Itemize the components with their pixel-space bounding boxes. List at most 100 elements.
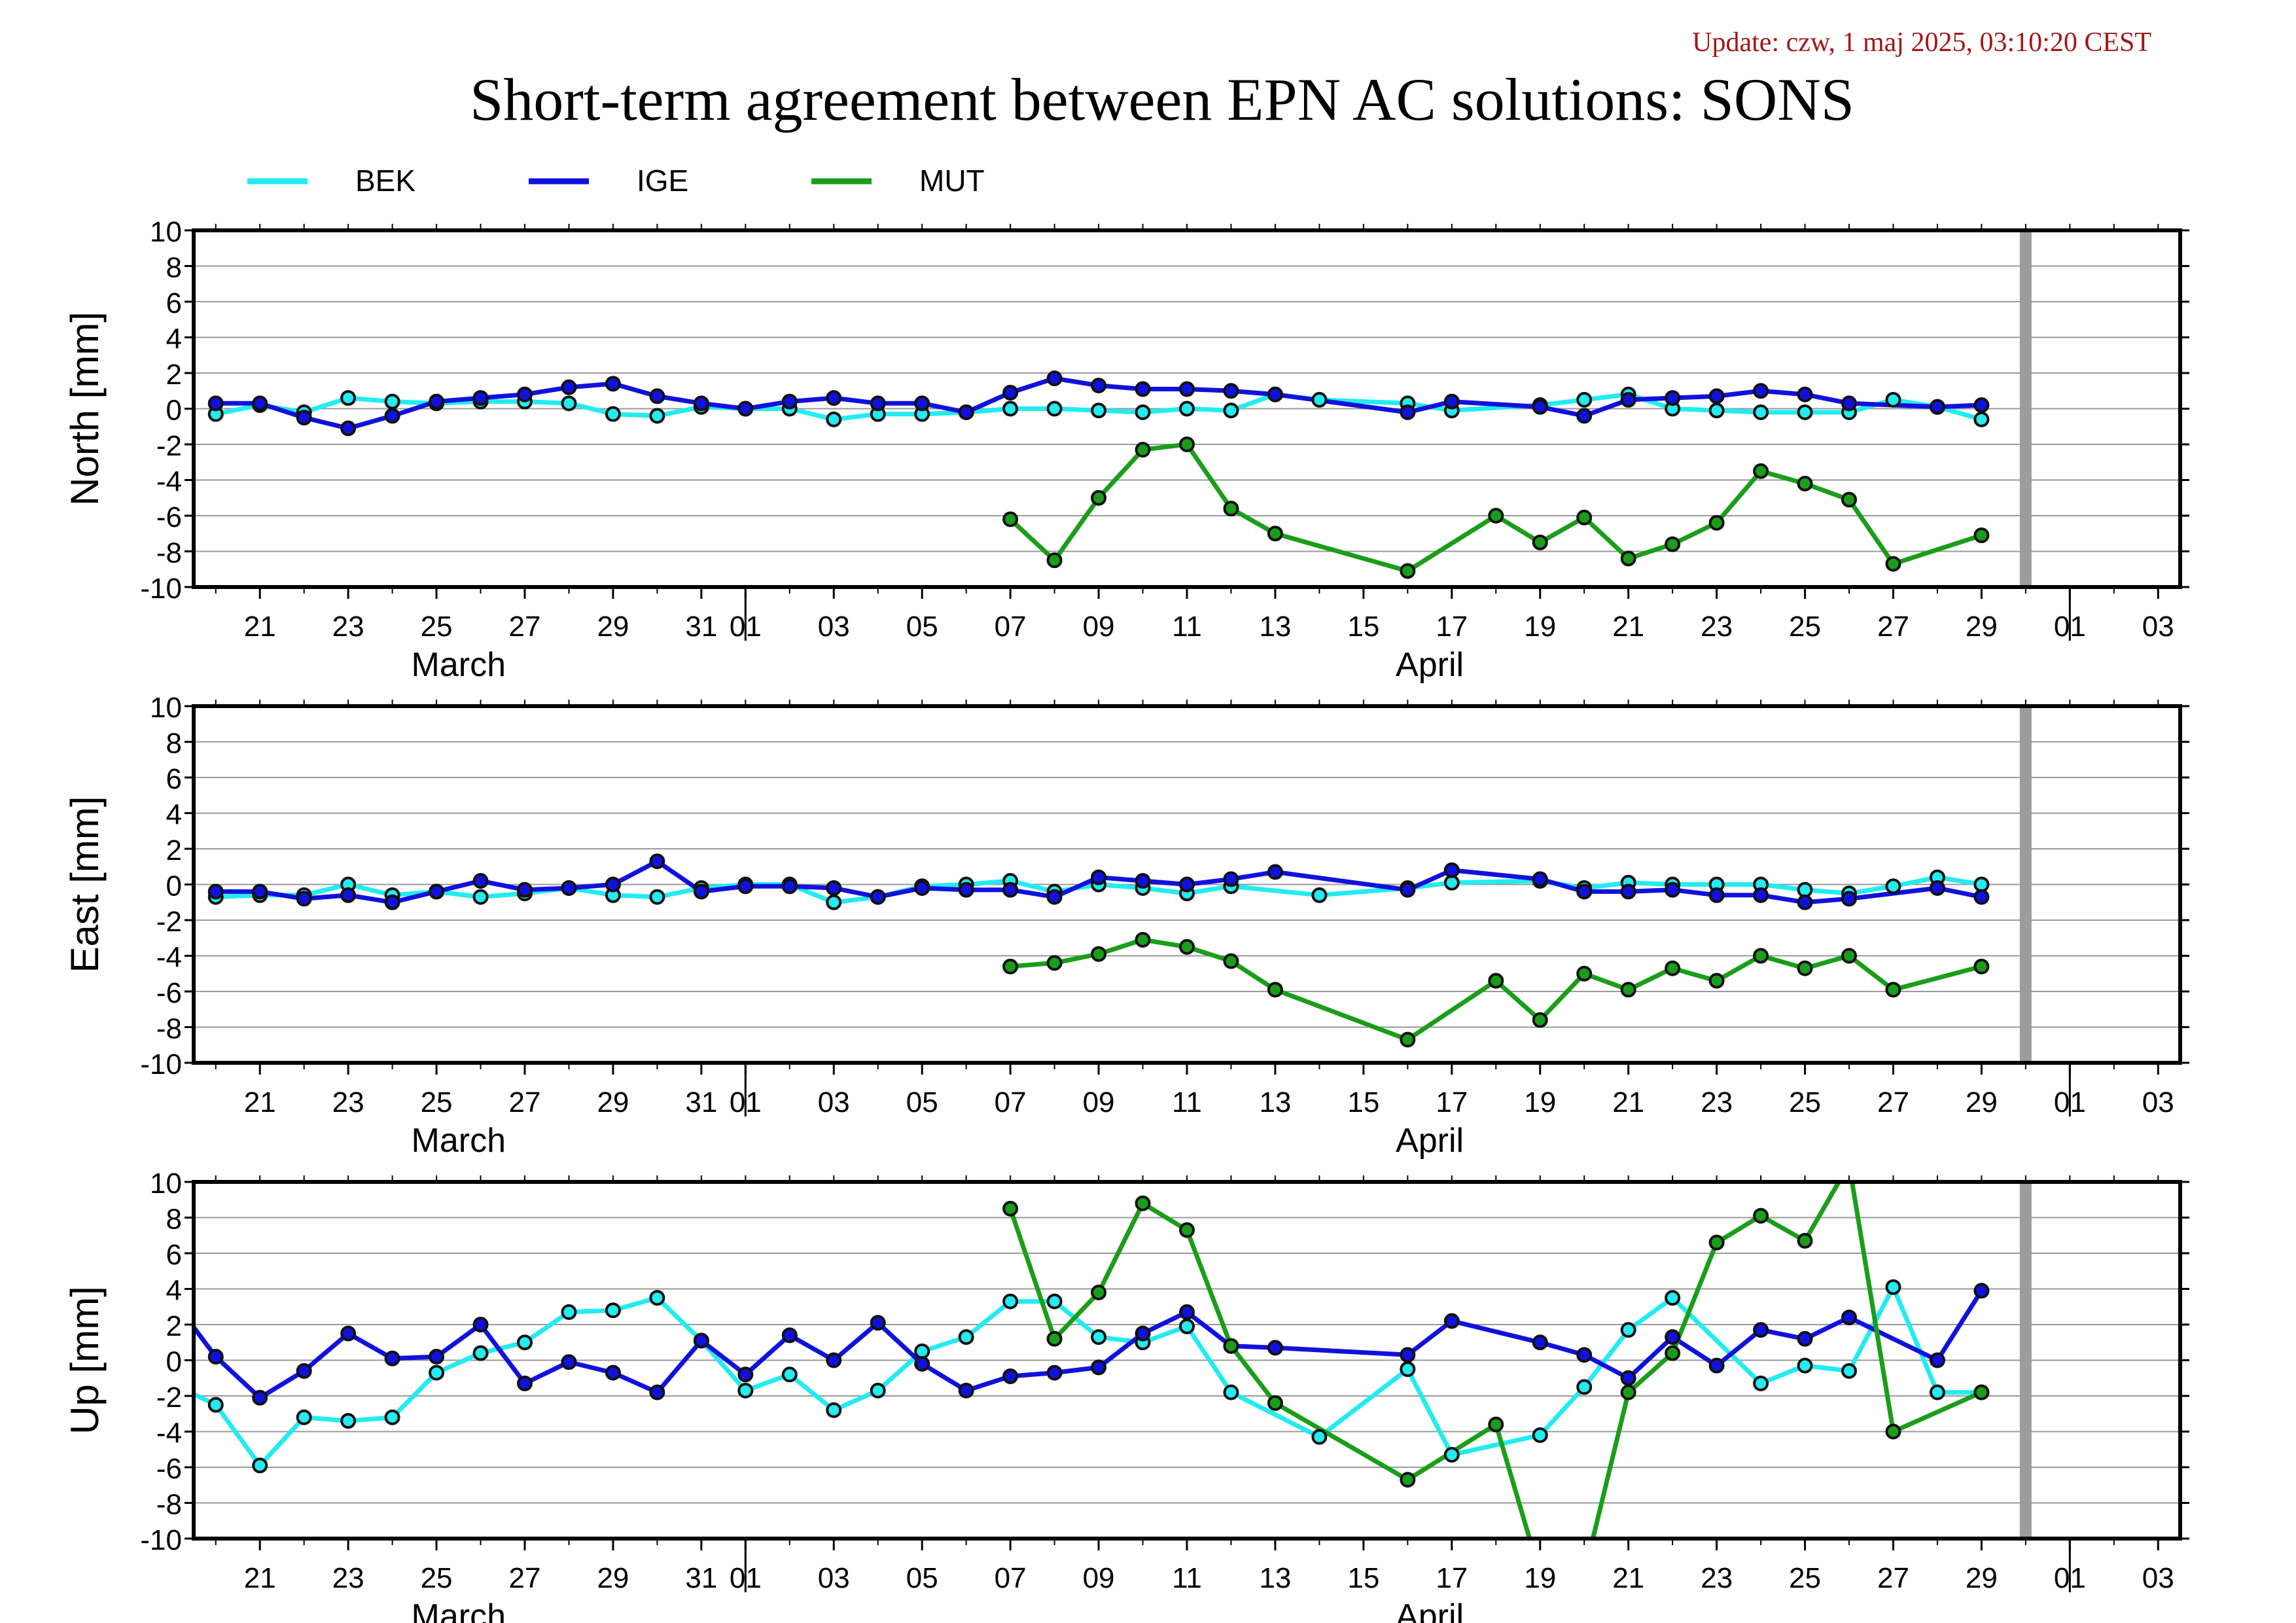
ytick-label: 2	[166, 1310, 182, 1342]
xtick-label: 03	[2142, 1086, 2174, 1118]
point-mut	[1576, 965, 1593, 982]
point-mut	[1753, 463, 1769, 479]
point-mut	[1223, 953, 1239, 969]
point-ige	[1797, 386, 1813, 402]
point-ige	[472, 1317, 489, 1332]
xtick-label: 27	[509, 1086, 541, 1118]
month-label-march: March	[412, 1597, 506, 1623]
point-mut	[1973, 527, 1990, 543]
point-ige	[429, 393, 445, 410]
point-ige	[296, 891, 312, 907]
point-mut	[1002, 511, 1019, 527]
point-bek	[1179, 401, 1195, 417]
point-bek	[1400, 1361, 1416, 1378]
point-ige	[1708, 1357, 1725, 1374]
xtick-label: 27	[509, 1562, 541, 1594]
point-ige	[1665, 390, 1681, 406]
panel-east: 10 86 42 0 -2 -4-6 -8-10 East [mm] 21 23 25 27 29 31 0…	[63, 692, 2189, 1160]
point-mut	[1091, 490, 1107, 506]
point-ige	[649, 1384, 665, 1400]
point-bek	[252, 1457, 268, 1474]
xtick-label: 15	[1347, 1562, 1379, 1594]
point-mut	[1267, 1395, 1283, 1411]
point-ige	[1179, 876, 1195, 893]
point-mut	[1488, 972, 1504, 989]
point-ige	[870, 1315, 886, 1331]
point-bek	[472, 889, 489, 905]
point-bek	[1620, 1322, 1636, 1338]
xtick-label: 03	[2142, 611, 2174, 643]
point-ige	[1929, 399, 1945, 415]
point-bek	[1708, 402, 1725, 419]
point-ige	[1179, 1304, 1195, 1320]
ytick-label: 0	[166, 1346, 182, 1378]
xtick-label: 23	[1701, 611, 1733, 643]
point-ige	[1046, 370, 1063, 387]
point-bek	[1223, 402, 1239, 419]
xtick-label: 23	[1701, 1086, 1733, 1118]
point-ige	[1400, 1347, 1416, 1363]
ytick-label: -8	[156, 1489, 182, 1521]
point-ige	[1002, 1368, 1019, 1385]
ytick-label: 8	[166, 1204, 182, 1236]
ytick-label: -4	[156, 942, 182, 974]
month-label-march: March	[412, 646, 506, 684]
xtick-label: 11	[1172, 611, 1202, 643]
point-mut	[1841, 948, 1857, 964]
point-bek	[1885, 878, 1901, 895]
panel-north: 10 86 4 2 0-2 -4-6 -8 -10 North [mm] 21 23 25 27 29 31…	[63, 216, 2189, 684]
point-mut	[1708, 1234, 1725, 1251]
point-bek	[340, 390, 357, 406]
point-mut	[1223, 1338, 1239, 1354]
xtick-label: 21	[1612, 1562, 1644, 1594]
point-bek	[1002, 1293, 1019, 1310]
point-bek	[1223, 1384, 1239, 1400]
point-ige	[1620, 391, 1636, 408]
point-bek	[870, 1382, 886, 1399]
point-bek	[296, 1409, 312, 1425]
point-ige	[252, 395, 268, 412]
point-ige	[1973, 1283, 1990, 1299]
point-bek	[649, 408, 665, 424]
legend-label-ige: IGE	[637, 164, 688, 198]
point-mut	[1488, 1416, 1504, 1433]
point-bek	[1002, 401, 1019, 417]
point-ige	[693, 1332, 709, 1349]
point-mut	[1179, 1222, 1195, 1238]
point-ige	[1532, 1334, 1548, 1351]
xtick-label: 31	[685, 1562, 717, 1594]
xtick-label: 07	[995, 611, 1027, 643]
point-ige	[384, 408, 400, 424]
plot-frame	[192, 1180, 2182, 1541]
point-ige	[781, 878, 798, 895]
point-ige	[1841, 395, 1857, 412]
point-ige	[958, 1382, 974, 1399]
ytick-label: -2	[156, 430, 182, 462]
xtick-label: 11	[1172, 1562, 1202, 1594]
point-mut	[1135, 1195, 1151, 1211]
point-mut	[1620, 1384, 1636, 1400]
ytick-label: 10	[150, 1168, 182, 1200]
series-line-bek	[194, 1285, 1984, 1468]
point-bek	[340, 1413, 357, 1429]
point-bek	[914, 1343, 930, 1359]
point-mut	[1400, 1472, 1416, 1488]
point-ige	[1929, 880, 1945, 896]
point-ige	[1179, 381, 1195, 397]
point-ige	[781, 393, 798, 410]
point-mut	[1885, 982, 1901, 998]
ytick-label: -6	[156, 1453, 182, 1485]
point-ige	[1135, 873, 1151, 889]
point-bek	[781, 1366, 798, 1383]
legend-label-mut: MUT	[919, 164, 985, 198]
point-bek	[561, 395, 577, 412]
point-mut	[1135, 442, 1151, 458]
xtick-label: 07	[995, 1086, 1027, 1118]
point-ige	[252, 883, 268, 900]
plot-area	[194, 1182, 1990, 1539]
point-bek	[384, 393, 400, 410]
point-ige	[1223, 383, 1239, 399]
point-bek	[1311, 1429, 1328, 1445]
